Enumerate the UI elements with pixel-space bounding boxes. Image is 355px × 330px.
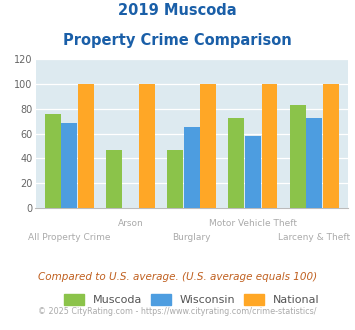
Bar — [306, 117, 322, 208]
Bar — [78, 84, 94, 208]
Bar — [200, 84, 216, 208]
Text: Motor Vehicle Theft: Motor Vehicle Theft — [209, 219, 297, 228]
Text: © 2025 CityRating.com - https://www.cityrating.com/crime-statistics/: © 2025 CityRating.com - https://www.city… — [38, 307, 317, 316]
Bar — [323, 84, 339, 208]
Bar — [184, 127, 200, 208]
Bar — [229, 117, 244, 208]
Bar — [290, 105, 306, 208]
Bar — [106, 150, 122, 208]
Text: Larceny & Theft: Larceny & Theft — [278, 233, 350, 242]
Bar — [139, 84, 155, 208]
Text: All Property Crime: All Property Crime — [28, 233, 110, 242]
Bar — [45, 114, 61, 208]
Text: Property Crime Comparison: Property Crime Comparison — [63, 33, 292, 48]
Bar — [61, 122, 77, 208]
Text: Arson: Arson — [118, 219, 143, 228]
Legend: Muscoda, Wisconsin, National: Muscoda, Wisconsin, National — [60, 291, 323, 309]
Text: Burglary: Burglary — [173, 233, 211, 242]
Bar — [245, 136, 261, 208]
Bar — [167, 150, 183, 208]
Bar — [262, 84, 278, 208]
Text: Compared to U.S. average. (U.S. average equals 100): Compared to U.S. average. (U.S. average … — [38, 272, 317, 282]
Text: 2019 Muscoda: 2019 Muscoda — [118, 3, 237, 18]
